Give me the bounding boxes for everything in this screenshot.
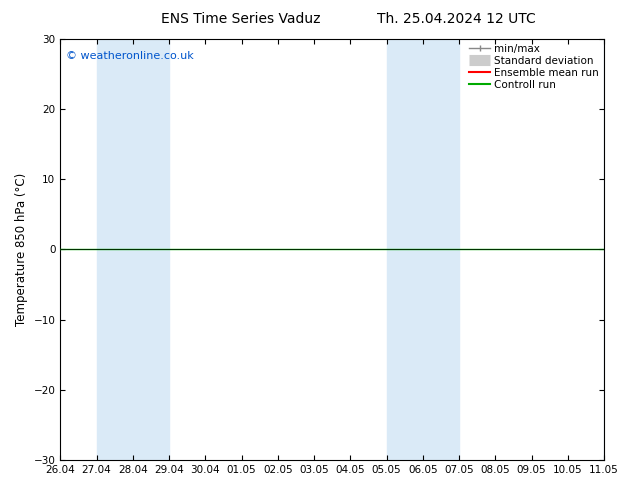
Bar xyxy=(387,39,459,460)
Y-axis label: Temperature 850 hPa (°C): Temperature 850 hPa (°C) xyxy=(15,173,28,326)
Text: ENS Time Series Vaduz: ENS Time Series Vaduz xyxy=(161,12,321,26)
Bar xyxy=(96,39,169,460)
Legend: min/max, Standard deviation, Ensemble mean run, Controll run: min/max, Standard deviation, Ensemble me… xyxy=(467,42,601,92)
Bar xyxy=(604,39,634,460)
Text: Th. 25.04.2024 12 UTC: Th. 25.04.2024 12 UTC xyxy=(377,12,536,26)
Text: © weatheronline.co.uk: © weatheronline.co.uk xyxy=(66,51,193,61)
